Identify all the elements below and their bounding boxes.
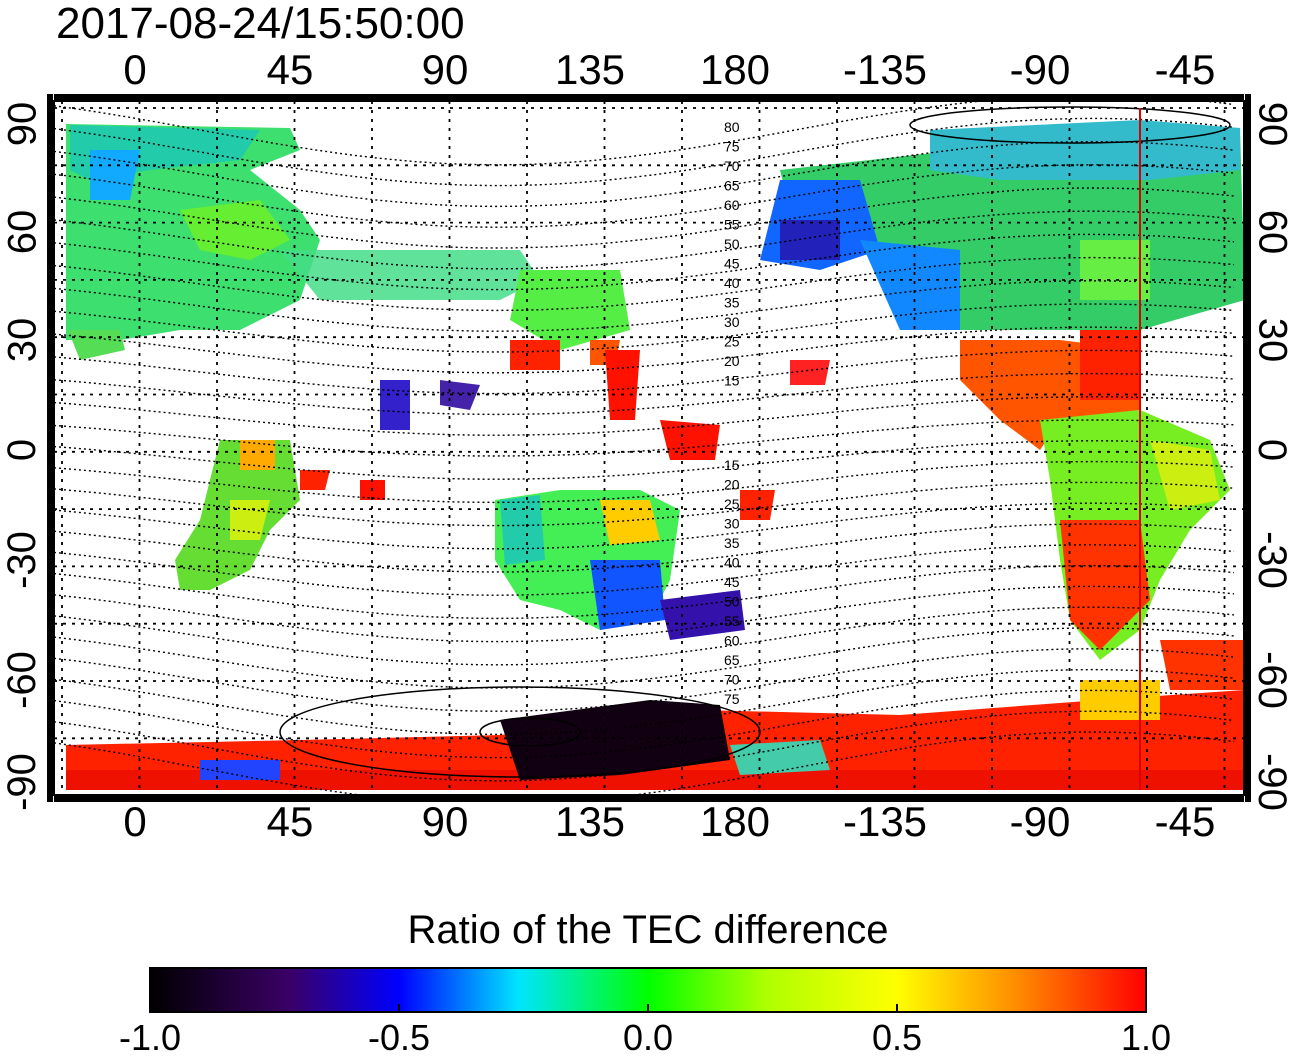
frame-ticks bbox=[47, 94, 1251, 802]
maglat-north-label-3: 65 bbox=[724, 178, 740, 194]
maglat-south-label-2: 25 bbox=[724, 496, 740, 512]
right-lat-tick-5: -60 bbox=[1250, 651, 1294, 709]
maglat-south-label-12: 75 bbox=[724, 691, 740, 707]
top-lon-tick-2: 90 bbox=[421, 46, 469, 93]
maglat-north-label-12: 20 bbox=[724, 353, 740, 369]
maglat-south-label-3: 30 bbox=[724, 516, 740, 532]
maglat-south-label-7: 50 bbox=[724, 594, 740, 610]
left-lat-tick-4: -30 bbox=[0, 531, 44, 589]
bottom-lon-tick-7: -45 bbox=[1154, 798, 1216, 845]
maglat-north-label-9: 35 bbox=[724, 295, 740, 311]
top-lon-tick-6: -90 bbox=[1009, 46, 1071, 93]
map-timestamp: 2017-08-24/15:50:00 bbox=[56, 0, 465, 48]
bottom-lon-tick-1: 45 bbox=[266, 798, 314, 845]
maglat-north-label-2: 70 bbox=[724, 158, 740, 174]
left-lat-tick-3: 0 bbox=[0, 438, 44, 462]
maglat-south-label-0: 15 bbox=[724, 457, 740, 473]
maglat-south-label-10: 65 bbox=[724, 652, 740, 668]
map-grid bbox=[54, 101, 1244, 795]
maglat-north-label-13: 15 bbox=[724, 373, 740, 389]
maglat-north-label-1: 75 bbox=[724, 139, 740, 155]
right-lat-tick-2: 30 bbox=[1250, 317, 1294, 363]
maglat-south-label-9: 60 bbox=[724, 633, 740, 649]
right-lat-tick-1: 60 bbox=[1250, 209, 1294, 255]
right-lat-tick-4: -30 bbox=[1250, 531, 1294, 589]
maglat-north-label-5: 55 bbox=[724, 217, 740, 233]
top-lon-tick-1: 45 bbox=[266, 46, 314, 93]
left-lat-tick-1: 60 bbox=[0, 209, 44, 255]
magnetic-latitude-labels: 80 75 70 65 60 55 50 45 40 35 30 25 20 15 15 20 25 30 35 40… bbox=[724, 119, 740, 707]
bottom-lon-tick-0: 0 bbox=[123, 798, 147, 845]
maglat-south-label-6: 45 bbox=[724, 574, 740, 590]
top-lon-tick-5: -135 bbox=[842, 46, 928, 93]
right-lat-tick-3: 0 bbox=[1250, 438, 1294, 462]
maglat-north-label-11: 25 bbox=[724, 334, 740, 350]
maglat-south-label-5: 40 bbox=[724, 555, 740, 571]
top-lon-tick-3: 135 bbox=[554, 46, 626, 93]
bottom-lon-tick-3: 135 bbox=[554, 798, 626, 845]
tec-data-layer bbox=[66, 120, 1244, 790]
colorbar-tick-1: -0.5 bbox=[367, 1017, 431, 1058]
bottom-lon-tick-6: -90 bbox=[1009, 798, 1071, 845]
maglat-north-label-4: 60 bbox=[724, 197, 740, 213]
maglat-north-label-0: 80 bbox=[724, 119, 740, 135]
right-lat-tick-6: -90 bbox=[1250, 753, 1294, 811]
left-lat-tick-0: 90 bbox=[0, 101, 44, 147]
map-frame bbox=[53, 100, 1245, 796]
top-lon-tick-0: 0 bbox=[123, 46, 147, 93]
bottom-lon-tick-5: -135 bbox=[842, 798, 928, 845]
colorbar-tick-2: 0.0 bbox=[622, 1017, 674, 1058]
colorbar-ticks bbox=[149, 1004, 1147, 1012]
maglat-south-label-11: 70 bbox=[724, 672, 740, 688]
bottom-lon-tick-2: 90 bbox=[421, 798, 469, 845]
left-lat-tick-6: -90 bbox=[0, 753, 44, 811]
maglat-north-label-7: 45 bbox=[724, 256, 740, 272]
maglat-south-label-4: 35 bbox=[724, 535, 740, 551]
bottom-lon-tick-4: 180 bbox=[699, 798, 771, 845]
top-lon-tick-7: -45 bbox=[1154, 46, 1216, 93]
maglat-south-label-1: 20 bbox=[724, 477, 740, 493]
maglat-north-label-8: 40 bbox=[724, 275, 740, 291]
left-lat-tick-2: 30 bbox=[0, 317, 44, 363]
left-lat-tick-5: -60 bbox=[0, 651, 44, 709]
top-lon-tick-4: 180 bbox=[699, 46, 771, 93]
colorbar-tick-3: 0.5 bbox=[871, 1017, 923, 1058]
colorbar-tick-0: -1.0 bbox=[118, 1017, 182, 1058]
colorbar-title: Ratio of the TEC difference bbox=[407, 908, 889, 952]
maglat-north-label-10: 30 bbox=[724, 314, 740, 330]
colorbar-tick-4: 1.0 bbox=[1120, 1017, 1172, 1058]
maglat-north-label-6: 50 bbox=[724, 236, 740, 252]
right-lat-tick-0: 90 bbox=[1250, 101, 1294, 147]
maglat-south-label-8: 55 bbox=[724, 613, 740, 629]
